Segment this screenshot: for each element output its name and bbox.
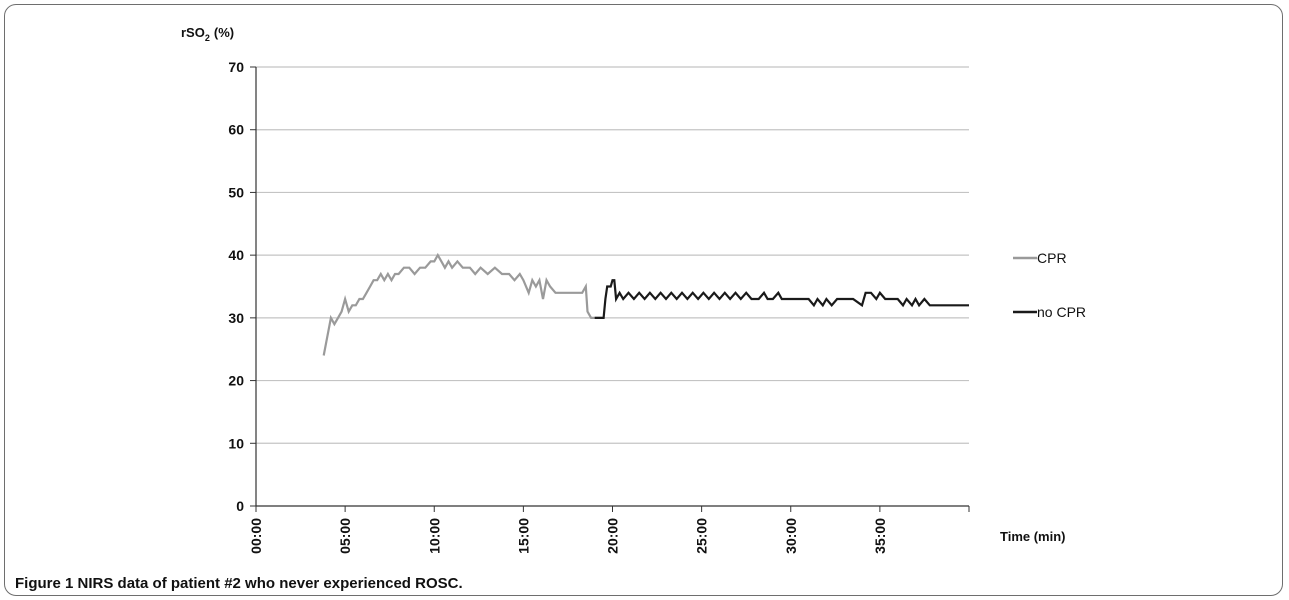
x-tick-label-20:00: 20:00 [605,518,621,554]
y-tick-label-70: 70 [228,59,244,75]
legend-label-cpr: CPR [1037,250,1067,266]
y-tick-label-10: 10 [228,435,244,451]
series-line-no-cpr [595,280,969,318]
y-tick-label-60: 60 [228,122,244,138]
x-tick-label-00:00: 00:00 [248,518,264,554]
series-line-cpr [324,255,602,355]
legend-label-no-cpr: no CPR [1037,304,1086,320]
y-tick-label-50: 50 [228,184,244,200]
x-tick-label-25:00: 25:00 [694,518,710,554]
x-axis-label: Time (min) [1000,529,1066,544]
x-tick-label-30:00: 30:00 [783,518,799,554]
figure-label: Figure 1 [15,575,73,592]
y-tick-label-40: 40 [228,247,244,263]
x-tick-label-05:00: 05:00 [337,518,353,554]
figure-caption: Figure 1 NIRS data of patient #2 who nev… [15,575,463,592]
x-tick-label-35:00: 35:00 [872,518,888,554]
series-lines [324,255,969,355]
y-tick-label-20: 20 [228,373,244,389]
axes [250,67,969,512]
y-tick-label-30: 30 [228,310,244,326]
figure-caption-text: NIRS data of patient #2 who never experi… [78,575,463,592]
x-tick-label-10:00: 10:00 [426,518,442,554]
x-tick-label-15:00: 15:00 [515,518,531,554]
y-tick-labels: 0 10 20 30 40 50 60 70 [228,59,244,514]
grid-lines [256,67,969,443]
x-tick-labels: 00:00 05:00 10:00 15:00 20:00 25:00 30:00 35:00 [248,518,888,554]
y-axis-label: rSO2 (%) [181,25,234,43]
legend: CPR no CPR [1013,250,1086,320]
y-tick-label-0: 0 [236,498,244,514]
